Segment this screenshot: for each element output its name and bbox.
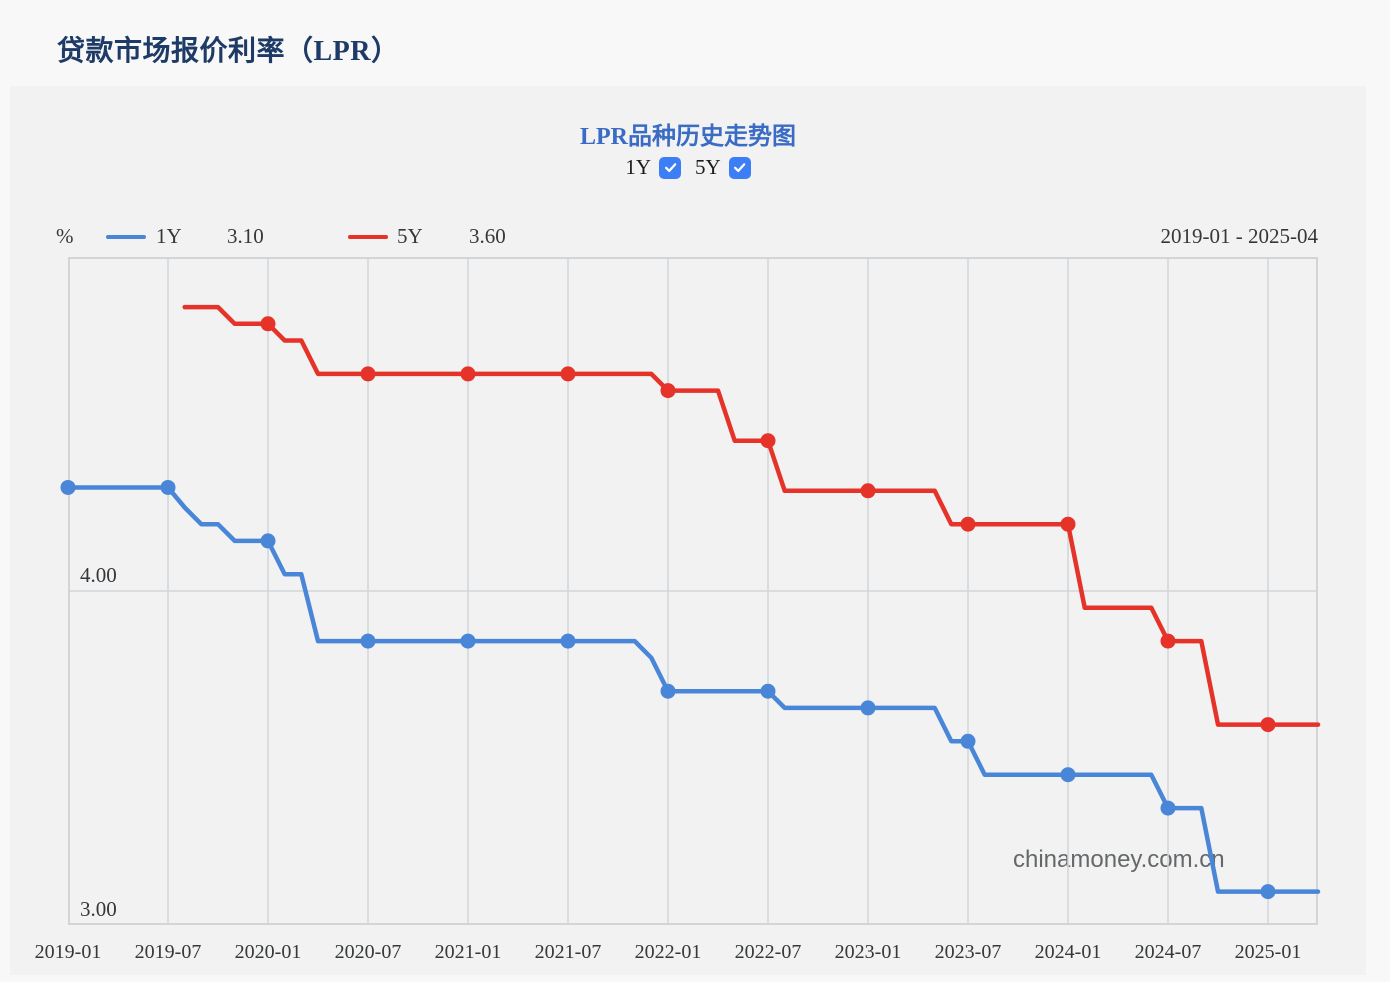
data-point-marker <box>460 366 476 382</box>
x-axis-tick-label: 2022-07 <box>734 941 802 963</box>
control-1y: 1Y <box>625 155 681 180</box>
data-point-marker <box>260 316 276 332</box>
x-axis-tick-label: 2021-01 <box>434 941 502 963</box>
y-axis-tick-label: 4.00 <box>80 563 117 587</box>
data-point-marker <box>660 683 676 699</box>
x-axis-tick-label: 2021-07 <box>534 941 602 963</box>
data-point-marker <box>1160 633 1176 649</box>
check-icon <box>664 163 676 173</box>
y-axis-unit-label: % <box>56 224 74 248</box>
data-point-marker <box>1060 516 1076 532</box>
legend-label-1y: 1Y <box>156 224 182 248</box>
x-axis-tick-label: 2024-01 <box>1034 941 1102 963</box>
checkbox-1y[interactable] <box>659 156 681 179</box>
legend-swatch-5y <box>348 235 388 239</box>
x-axis-tick-label: 2019-01 <box>34 941 102 963</box>
x-axis-tick-label: 2020-07 <box>334 941 402 963</box>
data-point-marker <box>1060 767 1076 783</box>
plot-svg <box>60 257 1321 925</box>
check-icon <box>734 163 746 173</box>
x-axis-tick-label: 2022-01 <box>634 941 702 963</box>
chart-panel <box>10 86 1366 975</box>
legend-swatch-1y <box>106 235 146 239</box>
legend-label-5y: 5Y <box>397 224 423 248</box>
plot-area <box>60 257 1321 925</box>
data-point-marker <box>660 383 676 399</box>
x-axis-tick-label: 2020-01 <box>234 941 302 963</box>
data-point-marker <box>1160 800 1176 816</box>
data-point-marker <box>60 479 76 495</box>
data-point-marker <box>760 433 776 449</box>
series-line-1y <box>65 485 1321 894</box>
control-5y-label: 5Y <box>695 155 721 179</box>
x-axis-tick-label: 2023-07 <box>934 941 1002 963</box>
watermark: chinamoney.com.cn <box>1013 846 1225 873</box>
control-5y: 5Y <box>695 155 751 180</box>
data-point-marker <box>760 683 776 699</box>
legend-value-5y: 3.60 <box>469 224 506 248</box>
data-point-marker <box>960 516 976 532</box>
x-axis-tick-label: 2025-01 <box>1234 941 1302 963</box>
data-point-marker <box>860 483 876 499</box>
data-point-marker <box>960 733 976 749</box>
data-point-marker <box>460 633 476 649</box>
data-point-marker <box>560 366 576 382</box>
y-axis-tick-label: 3.00 <box>80 897 117 921</box>
data-point-marker <box>360 633 376 649</box>
data-point-marker <box>560 633 576 649</box>
page-title: 贷款市场报价利率（LPR） <box>57 36 400 67</box>
x-axis-tick-label: 2023-01 <box>834 941 902 963</box>
x-axis-tick-label: 2024-07 <box>1134 941 1202 963</box>
control-1y-label: 1Y <box>625 155 651 179</box>
series-line-5y <box>182 304 1321 727</box>
date-range-label: 2019-01 - 2025-04 <box>1160 224 1318 248</box>
data-point-marker <box>160 479 176 495</box>
series-toggle-controls: 1Y 5Y <box>10 155 1366 180</box>
data-point-marker <box>360 366 376 382</box>
checkbox-5y[interactable] <box>728 156 751 179</box>
x-axis-tick-label: 2019-07 <box>134 941 202 963</box>
data-point-marker <box>860 700 876 716</box>
data-point-marker <box>1260 884 1276 900</box>
data-point-marker <box>260 533 276 549</box>
data-point-marker <box>1260 717 1276 733</box>
chart-title: LPR品种历史走势图 <box>580 124 796 150</box>
legend-value-1y: 3.10 <box>227 224 264 248</box>
